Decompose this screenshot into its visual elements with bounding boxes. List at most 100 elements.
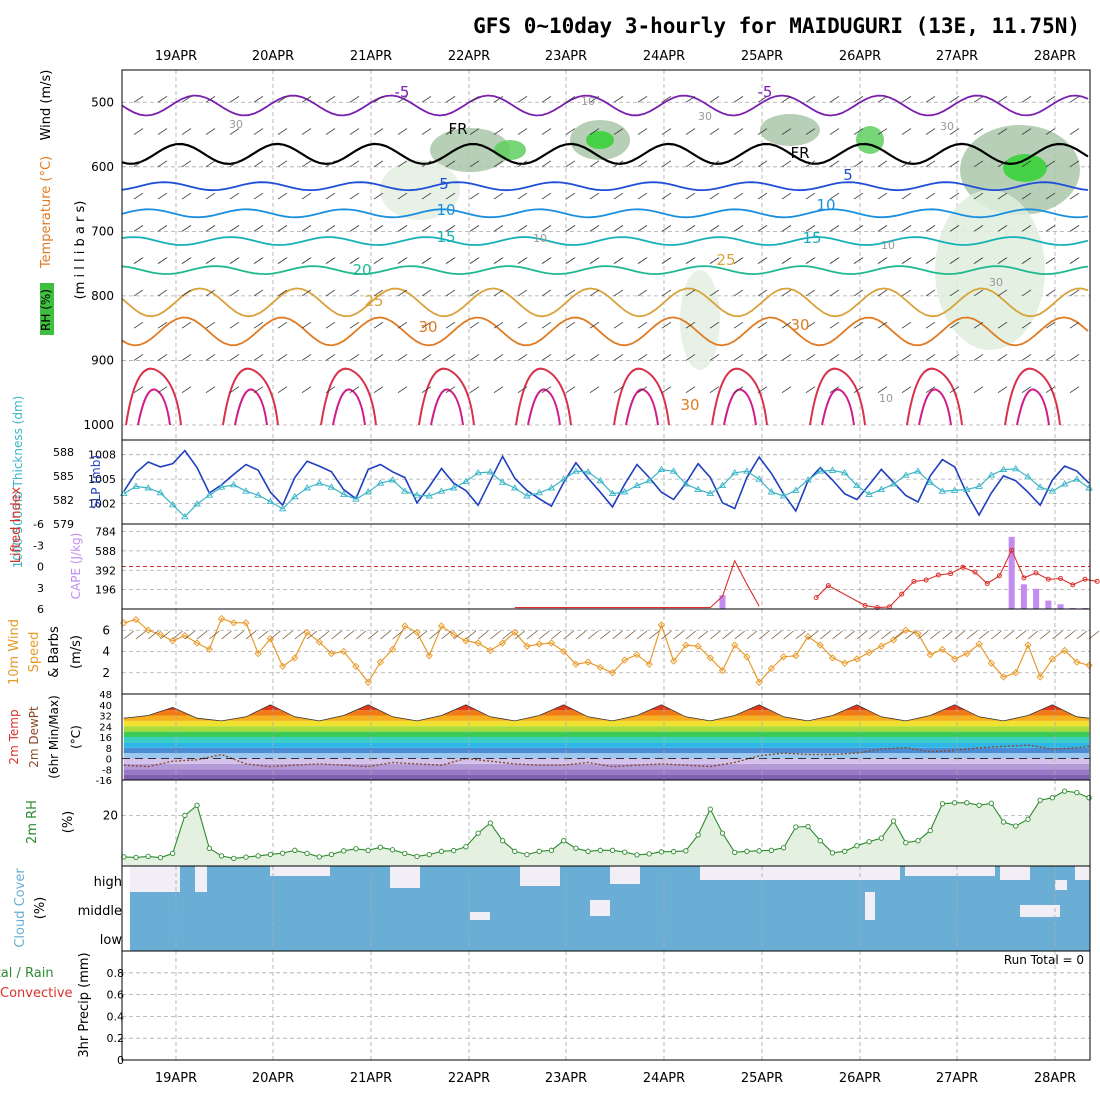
thickness-point (486, 468, 495, 475)
wind-barb (469, 257, 480, 264)
wind-barb (637, 225, 648, 232)
isotherm-25 (121, 287, 1089, 318)
wind-barb (397, 225, 408, 232)
thickness-point (254, 491, 262, 498)
wind-barb (181, 225, 192, 232)
wind-barb (517, 354, 528, 361)
wind-barb (685, 289, 696, 297)
rh-point (1049, 795, 1056, 801)
precip-panel: 0 0.2 0.4 0.6 0.8 Run Total = 0 Total / Rain Co… (0, 950, 1091, 1067)
thickness-point (975, 482, 983, 489)
contour-label-6: 10 (436, 201, 455, 219)
rh-point (646, 851, 652, 857)
wind-barb (157, 257, 168, 264)
temp-band-4 (123, 753, 1090, 759)
wind-barb (565, 192, 576, 200)
date-top-19APR: 19APR (155, 49, 197, 64)
wind-barb (733, 128, 744, 135)
wind-barb (565, 95, 576, 103)
wind-barb (1021, 225, 1032, 232)
wind-barb (205, 257, 216, 264)
wind-barb (1069, 354, 1080, 361)
wind-barb (709, 160, 720, 168)
cloud-gap-5 (610, 866, 640, 884)
rh-point (976, 802, 982, 808)
wind-barb (925, 354, 936, 361)
contour-label-13: 30 (418, 318, 437, 336)
date-labels-bottom: 19APR 20APR 21APR 22APR 23APR 24APR 25APR 26APR… (155, 1071, 1076, 1086)
rh-point (878, 835, 884, 841)
wind-barb (133, 354, 144, 361)
temp-band-9 (123, 726, 1090, 732)
thickness-point (596, 476, 605, 484)
wind-barb-10m (612, 630, 623, 640)
wind-barb (301, 257, 312, 264)
wind-barb (853, 192, 864, 200)
wind-point (291, 654, 299, 662)
wind-barb-10m (270, 630, 281, 640)
temp-band-10 (123, 720, 1090, 727)
wind-point (987, 659, 995, 667)
rh-point (1074, 789, 1080, 796)
wind-barb (421, 160, 432, 168)
wind-barb (517, 321, 528, 329)
thickness-point (645, 476, 653, 484)
wind-barb-10m (624, 630, 635, 640)
wind-barb (733, 160, 744, 168)
wind-barb (493, 321, 504, 329)
wind-barb (973, 321, 984, 329)
wind-barb (1045, 160, 1056, 168)
wind-barb (1045, 128, 1056, 135)
hot-contour-1 (222, 367, 279, 426)
date-top-26APR: 26APR (839, 49, 881, 64)
thickness-point (1011, 464, 1020, 472)
wind-barb (637, 289, 648, 297)
rh-point (634, 852, 640, 858)
date-top-22APR: 22APR (448, 49, 490, 64)
wind-barb-10m (1015, 630, 1026, 640)
upper-air-panel: 500 600 700 800 900 1000 -5 -5 FR FR 5 5 10 10 15 15 20 2… (39, 69, 1091, 441)
wind-barb (733, 289, 744, 297)
wind-barb-10m (636, 630, 648, 640)
wind-barb (493, 128, 504, 135)
wind-barb (565, 257, 576, 264)
rh-point (952, 800, 958, 806)
wind-barb (877, 160, 888, 168)
rh-point (939, 801, 946, 807)
wind-barb (973, 386, 984, 394)
wind-barb-10m (514, 630, 526, 640)
wind-barb (853, 257, 864, 264)
wind-barb (877, 192, 888, 200)
wind-barb-10m (917, 630, 929, 640)
wind-barb-10m (1052, 630, 1063, 640)
wind-barb (373, 386, 384, 394)
wind-barb (757, 354, 768, 361)
wind-barb-10m (1076, 630, 1088, 640)
wind-barb-10m (245, 630, 257, 640)
rh-point (890, 818, 897, 824)
rh-point (866, 839, 872, 845)
wind-barb (301, 225, 312, 232)
wind-barb (205, 354, 216, 361)
rh-point (854, 843, 860, 849)
wind-barb (301, 386, 312, 394)
contour-label-10: 20 (352, 261, 371, 279)
wind-barb-10m (209, 630, 220, 640)
rh-point (194, 802, 200, 808)
hot-contour-2 (320, 367, 377, 426)
wind-barb (181, 321, 192, 329)
wind-barb (685, 95, 696, 103)
wind-barb (541, 225, 552, 232)
wind-barb (1069, 386, 1080, 394)
li-point (984, 581, 990, 586)
cloud-row-middle: middle (78, 904, 122, 919)
wind-point (926, 651, 934, 659)
wind-barb (901, 257, 912, 264)
wind-barb (853, 128, 864, 135)
wind-point (718, 666, 727, 675)
wind-barb (997, 225, 1008, 232)
wind-barb-10m (1039, 630, 1051, 640)
wind-barb (445, 321, 456, 329)
wind-barb-10m (978, 630, 990, 640)
rh-point (622, 849, 628, 855)
